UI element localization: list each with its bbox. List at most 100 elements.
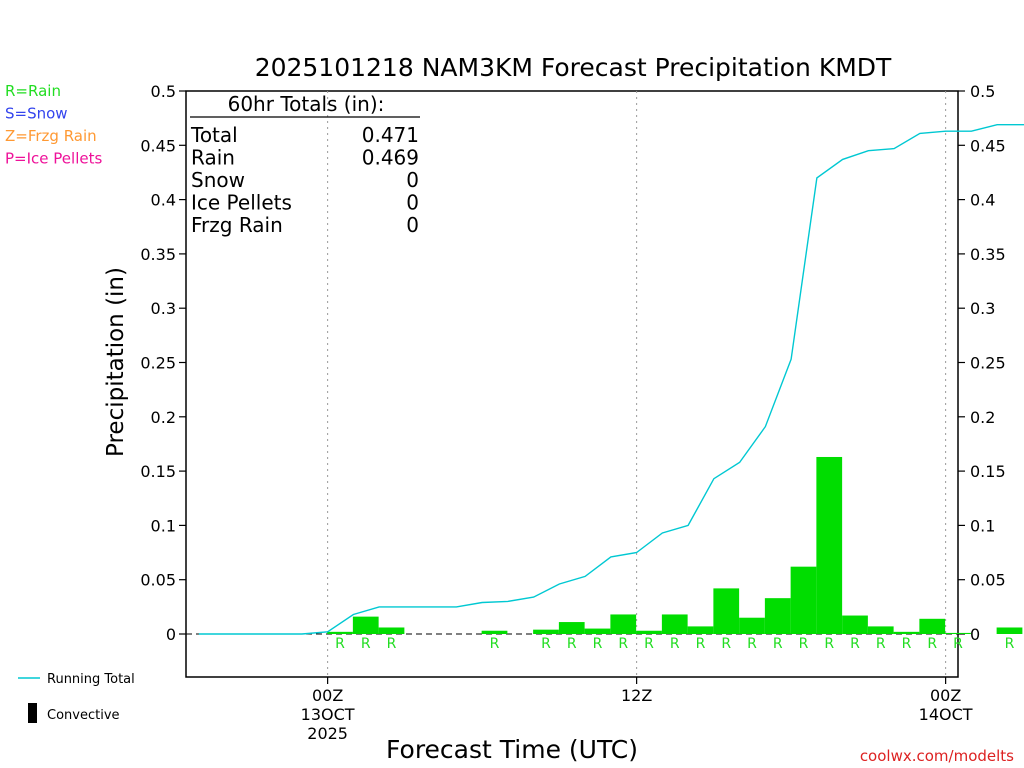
precip-bar [584,628,611,634]
y-tick-label-right: 0.35 [970,245,1006,264]
precip-type-label: R [670,636,680,652]
precip-type-legend-item: R=Rain [5,82,61,100]
precip-type-label: R [335,636,345,652]
precip-bars [327,456,1023,634]
precip-bar [327,631,353,634]
precip-type-label: R [567,636,577,652]
x-tick-label-date: 14OCT [919,705,973,724]
precip-type-label: R [824,636,834,652]
precip-type-label: R [361,636,371,652]
totals-row-value: 0.469 [362,146,419,170]
y-tick-label-left: 0 [166,625,176,644]
precip-type-label: R [644,636,654,652]
y-tick-label-right: 0.2 [970,408,995,427]
y-tick-label-left: 0.4 [151,191,176,210]
y-axis-left: 0 0.05 0.1 0.15 0.2 0.25 0.3 0.35 0.4 0.45 0.5 [140,82,186,644]
y-tick-label-left: 0.35 [140,245,176,264]
totals-row-value: 0 [406,213,419,237]
y-tick-label-left: 0.1 [151,516,176,535]
precip-type-label: R [902,636,912,652]
precip-type-label: R [721,636,731,652]
precip-type-label: R [850,636,860,652]
totals-row-label: Rain [191,146,235,170]
y-tick-label-right: 0.45 [970,136,1006,155]
precip-type-label: R [876,636,886,652]
precip-bar [352,616,379,634]
precip-type-label: R [747,636,757,652]
precip-bar [636,630,662,634]
totals-row-label: Total [190,123,238,147]
y-tick-label-left: 0.5 [151,82,176,101]
totals-row-label: Ice Pellets [191,191,292,215]
y-tick-label-left: 0.15 [140,462,176,481]
bottom-legend: Running Total Convective [18,672,135,723]
y-tick-label-right: 0.05 [970,571,1006,590]
totals-heading: 60hr Totals (in): [228,92,385,116]
precip-bar [790,566,817,634]
totals-row-value: 0.471 [362,123,419,147]
precip-bar [816,456,843,634]
totals-row-value: 0 [406,191,419,215]
y-tick-label-right: 0.1 [970,516,995,535]
totals-box: 60hr Totals (in): Total 0.471 Rain 0.469 Sno… [190,92,420,237]
y-tick-label-left: 0.05 [140,571,176,590]
x-gridlines [327,91,947,677]
totals-row-label: Snow [191,168,245,192]
running-total-line [198,123,1024,635]
precip-type-label: R [773,636,783,652]
y-axis-label: Precipitation (in) [103,267,129,457]
running-total-legend-label: Running Total [47,672,135,687]
precip-type-legend-item: S=Snow [5,105,68,123]
y-tick-label-left: 0.25 [140,354,176,373]
y-tick-label-left: 0.2 [151,408,176,427]
credit-text: coolwx.com/modelts [860,747,1014,765]
precip-bar [867,626,894,634]
y-tick-label-right: 0.5 [970,82,995,101]
plot-area-frame [185,90,959,678]
precip-bar [558,622,585,634]
y-tick-label-right: 0.15 [970,462,1006,481]
precip-bar [945,632,971,634]
precip-bar [842,615,868,634]
x-tick-label-date: 13OCT [301,705,355,724]
y-tick-label-left: 0.3 [151,299,176,318]
totals-row-value: 0 [406,168,419,192]
convective-legend-label: Convective [47,708,120,723]
precip-bar [996,627,1023,634]
precip-bar [713,588,740,634]
totals-rows: Total 0.471 Rain 0.469 Snow 0 Ice Pellets 0 Frzg… [190,123,419,237]
precip-type-label: R [696,636,706,652]
x-tick-label-year: 2025 [307,724,348,743]
precip-type-label: R [490,636,500,652]
x-tick-label-time: 12Z [621,686,652,705]
y-tick-label-right: 0.4 [970,191,995,210]
precip-type-label: R [927,636,937,652]
precip-bar [919,618,946,634]
totals-row-label: Frzg Rain [191,213,283,237]
precip-type-label: R [618,636,628,652]
precip-bar [661,614,688,634]
precip-type-legend: R=Rain S=Snow Z=Frzg Rain P=Ice Pellets [5,82,102,168]
convective-legend-swatch [28,703,37,723]
precip-type-label: R [1005,636,1015,652]
precip-bar [533,629,559,634]
precip-bar [481,630,508,634]
x-tick-label-time: 00Z [930,686,961,705]
precip-type-label: R [387,636,397,652]
y-tick-label-right: 0.25 [970,354,1006,373]
y-tick-label-right: 0 [970,625,980,644]
precip-type-label: R [593,636,603,652]
y-axis-right: 0 0.05 0.1 0.15 0.2 0.25 0.3 0.35 0.4 0.45 0.5 [958,82,1006,644]
precip-type-label: R [799,636,809,652]
x-axis-label: Forecast Time (UTC) [386,735,638,764]
precip-bar [764,598,791,634]
precip-type-legend-item: Z=Frzg Rain [5,127,97,145]
precip-bar [687,626,714,634]
precip-bar [610,614,637,634]
x-tick-label-time: 00Z [312,686,343,705]
precip-bar [739,617,765,634]
precip-bar [893,631,920,634]
precip-type-label: R [953,636,963,652]
